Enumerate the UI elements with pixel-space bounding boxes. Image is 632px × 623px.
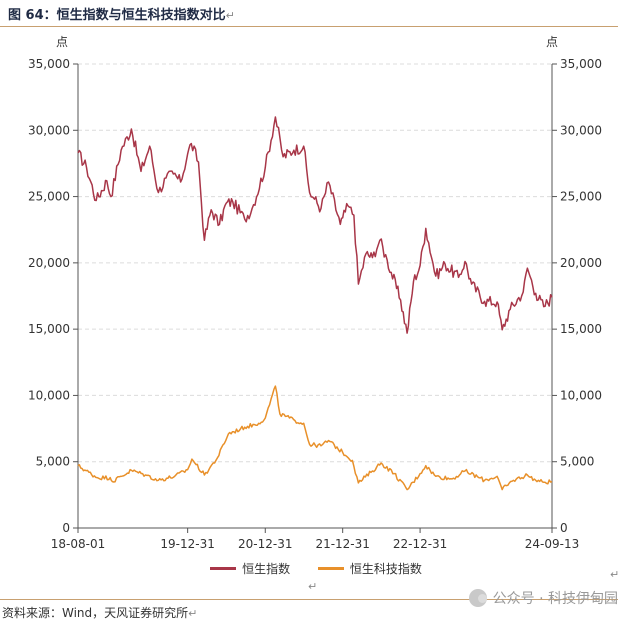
watermark: 公众号 · 科技伊甸园 bbox=[468, 588, 618, 608]
watermark-text: 公众号 · 科技伊甸园 bbox=[492, 591, 618, 607]
x-tick-label: 22-12-31 bbox=[393, 537, 447, 551]
y-tick-label-left: 15,000 bbox=[28, 322, 70, 336]
return-mark: ↵ bbox=[610, 568, 620, 581]
title-rule bbox=[0, 26, 618, 27]
y-unit-right: 点 bbox=[546, 35, 558, 49]
x-tick-label: 21-12-31 bbox=[315, 537, 369, 551]
series-line-hsi bbox=[77, 116, 553, 334]
legend-swatch-hstech bbox=[317, 567, 344, 570]
x-tick-label: 18-08-01 bbox=[51, 537, 105, 551]
y-tick-label-left: 35,000 bbox=[28, 57, 70, 71]
y-tick-label-left: 20,000 bbox=[28, 256, 70, 270]
legend-item-hsi: 恒生指数 bbox=[210, 560, 290, 577]
y-tick-label-right: 10,000 bbox=[560, 388, 602, 402]
y-unit-left: 点 bbox=[56, 35, 68, 49]
source-note: 资料来源：Wind，天风证券研究所↵ bbox=[2, 606, 198, 620]
legend-label-hsi: 恒生指数 bbox=[242, 562, 291, 576]
x-tick-label: 19-12-31 bbox=[160, 537, 214, 551]
chart-legend: 恒生指数 恒生科技指数 bbox=[0, 559, 632, 577]
y-tick-label-left: 30,000 bbox=[28, 123, 70, 137]
wechat-icon bbox=[468, 589, 487, 607]
return-mark: ↵ bbox=[225, 9, 235, 22]
figure-title: 图 64：恒生指数与恒生科技指数对比↵ bbox=[8, 8, 235, 23]
y-tick-label-right: 15,000 bbox=[560, 322, 602, 336]
y-tick-label-left: 0 bbox=[62, 521, 70, 535]
legend-label-hstech: 恒生科技指数 bbox=[349, 562, 422, 576]
y-tick-label-right: 0 bbox=[560, 521, 568, 535]
series-line-hstech bbox=[77, 385, 553, 491]
y-tick-label-left: 25,000 bbox=[28, 190, 70, 204]
x-tick-label: 20-12-31 bbox=[238, 537, 292, 551]
legend-swatch-hsi bbox=[210, 567, 237, 570]
return-mark: ↵ bbox=[188, 607, 198, 620]
y-tick-label-left: 5,000 bbox=[36, 455, 70, 469]
y-tick-label-right: 35,000 bbox=[560, 57, 602, 71]
source-rule bbox=[0, 599, 618, 600]
line-chart: 0 0 5,000 5,000 10,000 10,000 15,000 15,000 20,0… bbox=[28, 35, 602, 551]
y-tick-label-left: 10,000 bbox=[28, 388, 70, 402]
y-tick-label-right: 20,000 bbox=[560, 256, 602, 270]
y-tick-label-right: 30,000 bbox=[560, 123, 602, 137]
y-tick-label-right: 25,000 bbox=[560, 190, 602, 204]
return-mark: ↵ bbox=[308, 580, 318, 593]
y-tick-label-right: 5,000 bbox=[560, 455, 594, 469]
legend-item-hstech: 恒生科技指数 bbox=[317, 560, 422, 577]
x-tick-label: 24-09-13 bbox=[525, 537, 579, 551]
